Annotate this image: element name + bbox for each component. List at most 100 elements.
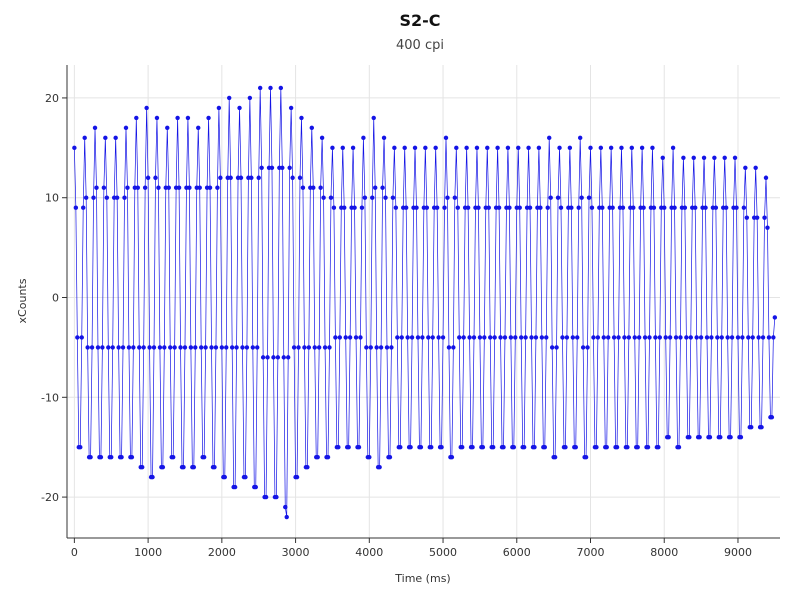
data-point [275, 355, 281, 360]
data-point [759, 425, 764, 430]
data-point [631, 205, 636, 210]
data-point [361, 135, 366, 141]
data-point [536, 145, 542, 151]
data-point [383, 195, 388, 200]
data-point [451, 345, 456, 350]
data-point [682, 205, 688, 210]
data-point [325, 454, 331, 460]
data-point [600, 205, 605, 210]
data-point [81, 205, 86, 210]
data-point [333, 335, 338, 340]
data-point [446, 345, 452, 350]
data-point [667, 335, 673, 340]
data-point [460, 444, 465, 450]
data-point [527, 205, 533, 210]
data-point [557, 145, 562, 151]
data-point [302, 345, 307, 350]
data-point [300, 185, 306, 190]
data-point [746, 335, 751, 340]
data-point [213, 345, 219, 350]
data-point [129, 454, 135, 460]
x-tick-label: 0 [71, 546, 78, 559]
data-point [110, 345, 115, 350]
data-point [663, 335, 668, 340]
data-point [166, 185, 171, 190]
data-point [585, 345, 590, 350]
data-point [729, 335, 735, 340]
data-point [203, 345, 208, 350]
data-point [373, 185, 378, 190]
chart-title: S2-C [399, 11, 440, 30]
data-point [672, 205, 677, 210]
data-point [384, 345, 390, 350]
data-point [283, 504, 288, 510]
data-point [688, 335, 693, 340]
data-point [265, 355, 270, 360]
data-point [100, 345, 105, 350]
data-point [229, 345, 235, 350]
data-point [187, 185, 192, 190]
data-point [269, 165, 275, 170]
data-point [250, 345, 256, 350]
data-point [614, 444, 620, 450]
data-point [140, 464, 145, 470]
data-point [424, 205, 430, 210]
data-point [589, 205, 595, 210]
data-point [144, 105, 149, 111]
data-point [523, 335, 528, 340]
data-point [215, 185, 220, 190]
data-point [756, 335, 761, 340]
data-point [255, 345, 260, 350]
data-point [760, 335, 766, 340]
data-point [570, 335, 576, 340]
data-point [532, 444, 537, 450]
data-point [232, 484, 238, 490]
data-point [290, 175, 295, 180]
data-point [511, 444, 517, 450]
data-point [423, 145, 428, 151]
x-tick-label: 4000 [355, 546, 383, 559]
data-point [285, 355, 291, 360]
data-point [754, 215, 760, 220]
data-point [409, 335, 415, 340]
data-point [356, 444, 362, 450]
data-point [120, 345, 126, 350]
data-point [168, 345, 173, 350]
data-point [490, 444, 496, 450]
data-point [544, 335, 549, 340]
data-point [681, 155, 686, 161]
data-point [271, 355, 276, 360]
data-point [142, 185, 148, 190]
data-point [104, 195, 110, 200]
data-point [227, 95, 232, 101]
data-point [198, 345, 204, 350]
data-point [735, 335, 741, 340]
data-point [620, 205, 626, 210]
data-point [694, 335, 699, 340]
data-point [619, 145, 624, 151]
data-point [412, 145, 418, 151]
data-point [212, 464, 217, 470]
data-point [268, 85, 273, 91]
data-point [455, 205, 460, 210]
data-point [387, 454, 393, 460]
data-point [170, 454, 176, 460]
x-axis-label: Time (ms) [394, 572, 450, 585]
data-point [114, 195, 120, 200]
data-point [191, 464, 197, 470]
data-point [595, 335, 601, 340]
data-point [321, 195, 326, 200]
data-point [377, 464, 382, 470]
data-point [567, 145, 573, 151]
data-point [134, 115, 139, 121]
data-point [461, 335, 466, 340]
data-point [151, 345, 157, 350]
data-point [641, 205, 646, 210]
data-point [156, 185, 161, 190]
data-point [651, 205, 657, 210]
data-point [420, 335, 425, 340]
data-point [583, 454, 589, 460]
data-point [563, 444, 568, 450]
data-point [116, 345, 121, 350]
data-point [193, 345, 198, 350]
